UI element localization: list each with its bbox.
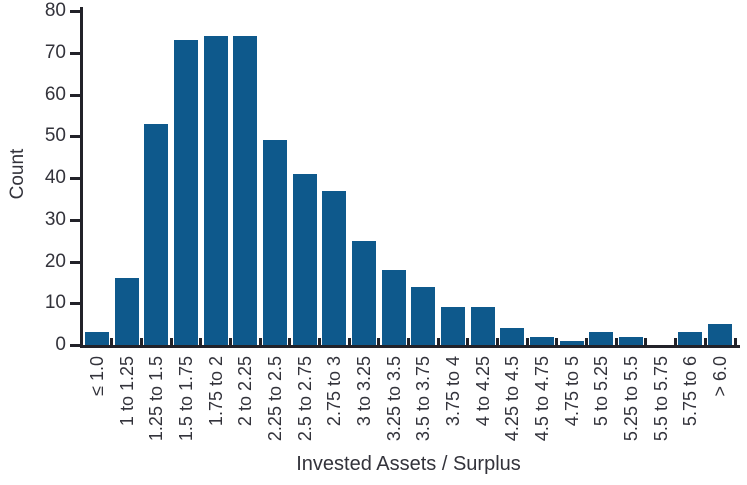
- y-tick-mark: [70, 344, 82, 347]
- y-tick-mark: [70, 302, 82, 306]
- x-tick-label: ≤ 1.0: [86, 356, 107, 396]
- y-tick-label: 0: [55, 334, 66, 355]
- x-tick-label: 4 to 4.25: [472, 356, 493, 427]
- x-tick-mark: [555, 338, 559, 345]
- x-tick-label: 1.25 to 1.5: [146, 356, 167, 442]
- bar: [203, 36, 228, 345]
- x-axis-title: Invested Assets / Surplus: [296, 453, 521, 475]
- bar: [351, 240, 376, 345]
- x-tick-mark: [199, 338, 203, 345]
- x-tick-label: 2.5 to 2.75: [294, 356, 315, 442]
- x-tick-label: 2 to 2.25: [235, 356, 256, 427]
- x-tick-label: 5 to 5.25: [591, 356, 612, 427]
- bar: [530, 336, 555, 345]
- bar: [144, 123, 169, 345]
- bar: [84, 332, 109, 345]
- bar: [114, 278, 139, 345]
- y-tick-mark: [70, 51, 82, 55]
- x-tick-label: 4.25 to 4.5: [502, 356, 523, 442]
- x-tick-mark: [169, 338, 173, 345]
- x-tick-mark: [377, 338, 381, 345]
- x-tick-label: 5.75 to 6: [680, 356, 701, 427]
- x-tick-label: > 6.0: [710, 356, 731, 397]
- y-tick-label: 70: [44, 41, 66, 63]
- x-tick-label: 2.25 to 2.5: [264, 356, 285, 442]
- y-tick-label: 30: [44, 208, 66, 230]
- x-tick-mark: [139, 338, 143, 345]
- x-tick-label: 3.75 to 4: [443, 356, 464, 427]
- x-tick-label: 5.25 to 5.5: [621, 356, 642, 442]
- x-tick-mark: [258, 338, 262, 345]
- x-tick-mark: [347, 338, 351, 345]
- x-tick-mark: [228, 338, 232, 345]
- y-tick-label: 10: [44, 292, 66, 314]
- x-tick-label: 4.5 to 4.75: [532, 356, 553, 442]
- x-tick-mark: [496, 338, 500, 345]
- x-tick-mark: [644, 338, 648, 345]
- x-axis-line: [80, 345, 740, 348]
- x-tick-mark: [317, 338, 321, 345]
- y-tick-mark: [70, 93, 82, 97]
- bar: [470, 307, 495, 345]
- x-tick-label: 5.5 to 5.75: [650, 356, 671, 442]
- y-tick-label: 60: [44, 83, 66, 105]
- bar: [262, 140, 287, 345]
- y-tick-label: 80: [44, 0, 66, 21]
- y-tick-mark: [70, 260, 82, 264]
- x-tick-label: 3 to 3.25: [353, 356, 374, 427]
- x-tick-label: 1 to 1.25: [116, 356, 137, 427]
- bar: [173, 40, 198, 345]
- x-tick-mark: [466, 338, 470, 345]
- y-tick-mark: [70, 135, 82, 139]
- x-tick-label: 1.75 to 2: [205, 356, 226, 427]
- x-tick-mark: [674, 338, 678, 345]
- bar: [589, 332, 614, 345]
- y-tick-mark: [70, 10, 82, 13]
- bar: [411, 286, 436, 345]
- bar: [678, 332, 703, 345]
- bar: [322, 190, 347, 345]
- x-tick-mark: [525, 338, 529, 345]
- x-tick-mark: [110, 338, 114, 345]
- x-tick-label: 3.25 to 3.5: [383, 356, 404, 442]
- x-tick-mark: [614, 338, 618, 345]
- bar: [441, 307, 466, 345]
- x-tick-mark: [703, 338, 707, 345]
- bar: [619, 336, 644, 345]
- y-tick-label: 50: [44, 125, 66, 147]
- x-tick-label: 1.5 to 1.75: [175, 356, 196, 442]
- x-tick-label: 4.75 to 5: [561, 356, 582, 427]
- bar: [233, 36, 258, 345]
- x-tick-label: 2.75 to 3: [324, 356, 345, 427]
- bar: [500, 328, 525, 345]
- y-tick-label: 40: [44, 167, 66, 188]
- y-tick-label: 20: [44, 250, 66, 272]
- bar: [559, 340, 584, 345]
- y-tick-mark: [70, 177, 82, 180]
- x-tick-mark: [585, 338, 589, 345]
- x-tick-mark: [407, 338, 410, 345]
- bar: [292, 173, 317, 345]
- x-tick-mark: [436, 338, 440, 345]
- bar: [381, 269, 406, 345]
- y-tick-mark: [70, 218, 82, 222]
- x-tick-label: 3.5 to 3.75: [413, 356, 434, 442]
- x-tick-mark: [288, 338, 292, 345]
- bar: [708, 324, 733, 345]
- x-tick-mark: [733, 338, 737, 345]
